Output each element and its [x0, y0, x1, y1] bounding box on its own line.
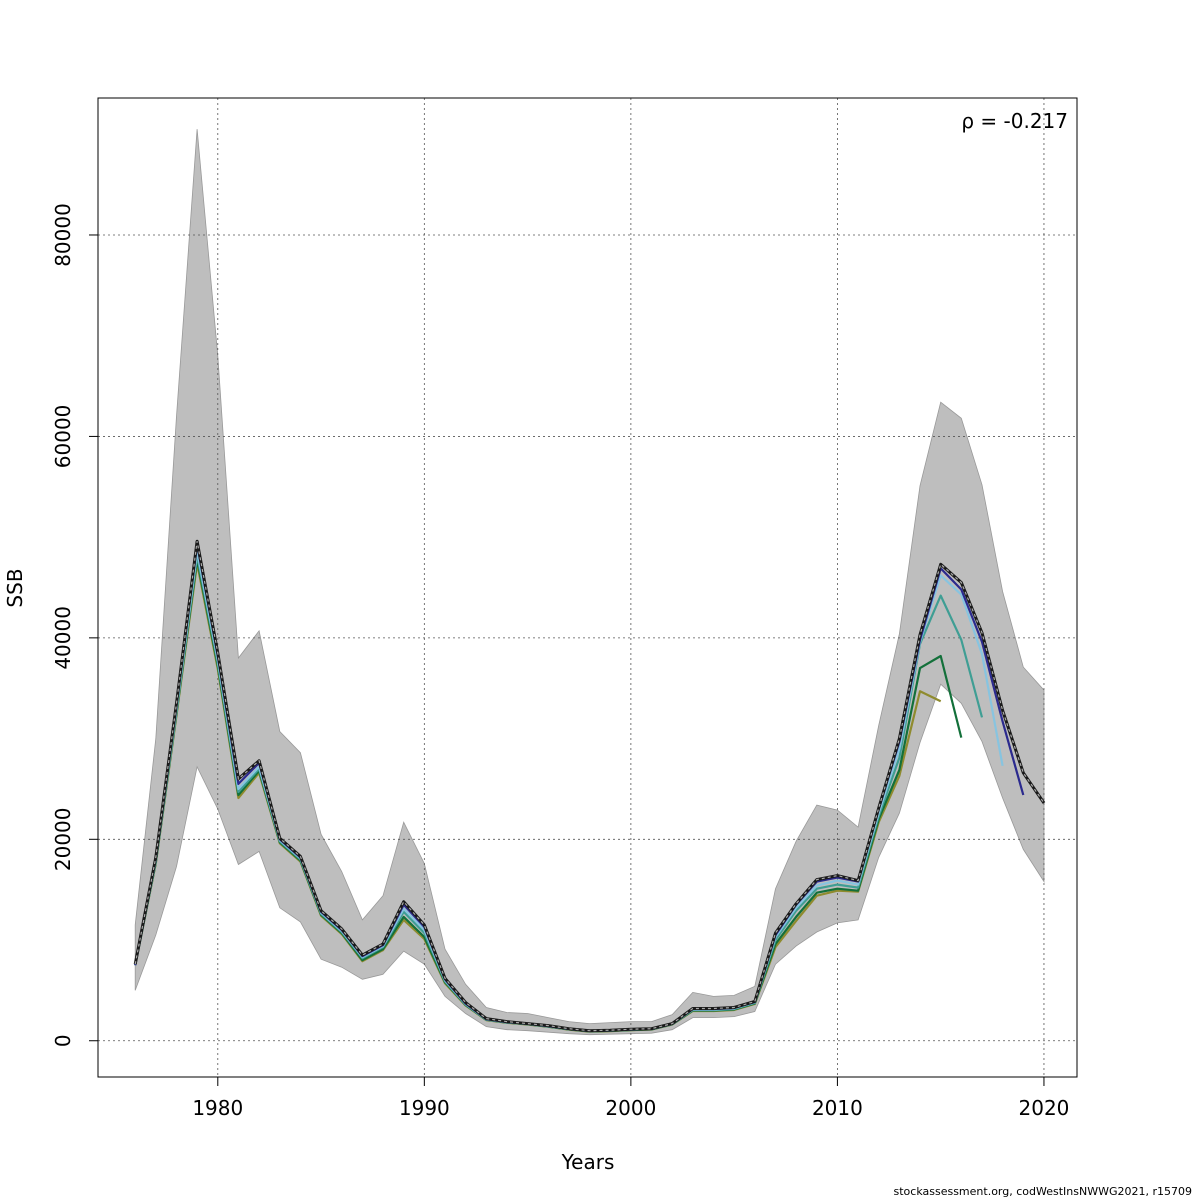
- x-tick-label: 2010: [812, 1096, 863, 1120]
- y-tick-label: 60000: [51, 405, 75, 469]
- confidence-band-area: [134, 129, 1045, 1036]
- x-tick-label: 2020: [1019, 1096, 1070, 1120]
- x-tick-label: 1980: [192, 1096, 243, 1120]
- y-tick-label: 40000: [51, 606, 75, 670]
- series-line: [134, 541, 1045, 1032]
- confidence-band: [134, 129, 1045, 1036]
- x-axis: 1980 1990 2000 2010 2020: [192, 1077, 1069, 1120]
- y-tick-label: 20000: [51, 807, 75, 871]
- y-tick-label: 0: [51, 1034, 75, 1047]
- footer-credit: stockassessment.org, codWestInsNWWG2021,…: [893, 1185, 1193, 1198]
- series-lines: [133, 539, 1046, 1033]
- x-tick-label: 2000: [605, 1096, 656, 1120]
- plot-frame: [97, 97, 1078, 1078]
- x-axis-title: Years: [561, 1150, 615, 1174]
- rho-annotation: ρ = -0.217: [961, 109, 1068, 133]
- y-axis: 0 20000 40000 60000 80000: [51, 203, 98, 1047]
- y-tick-label: 80000: [51, 203, 75, 267]
- x-tick-label: 1990: [399, 1096, 450, 1120]
- grid: [98, 98, 1077, 1077]
- y-axis-title: SSB: [3, 568, 27, 607]
